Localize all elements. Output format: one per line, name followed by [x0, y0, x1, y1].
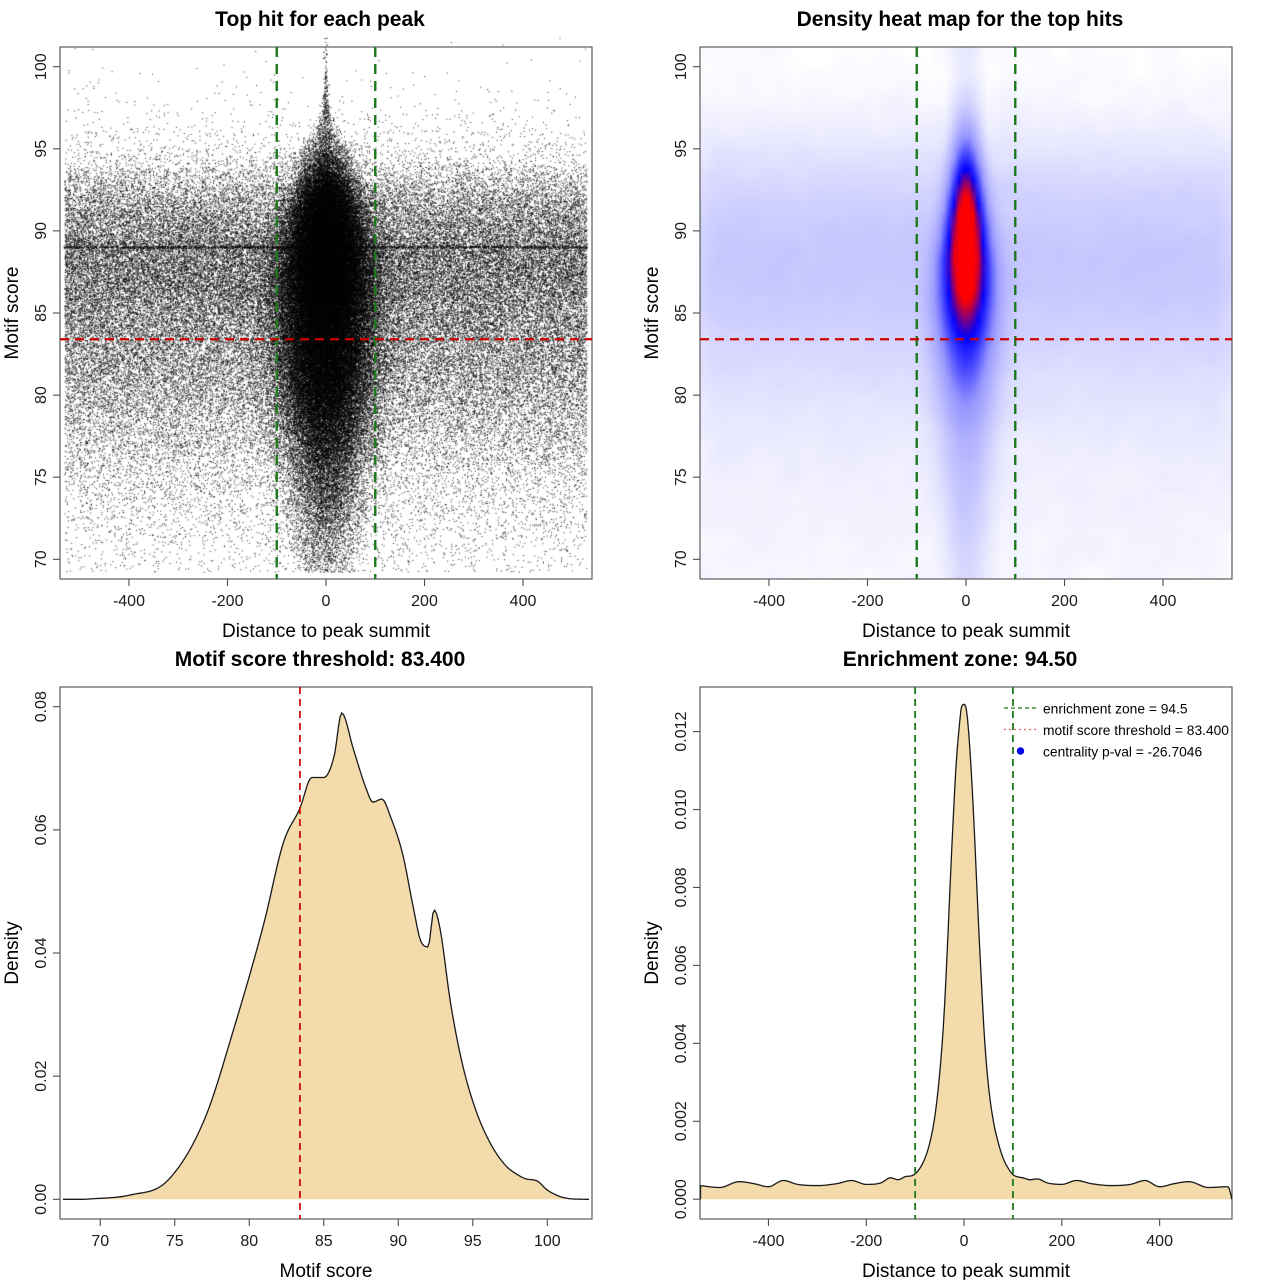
svg-text:Distance to peak summit: Distance to peak summit [862, 621, 1071, 640]
svg-text:80: 80 [240, 1233, 258, 1250]
svg-text:0.000: 0.000 [673, 1179, 690, 1219]
svg-text:enrichment zone = 94.5: enrichment zone = 94.5 [1043, 702, 1188, 717]
svg-text:100: 100 [673, 53, 690, 80]
svg-text:100: 100 [534, 1233, 561, 1250]
svg-text:0: 0 [962, 593, 971, 610]
svg-text:0.008: 0.008 [673, 867, 690, 907]
svg-text:75: 75 [33, 468, 50, 486]
svg-text:-400: -400 [753, 593, 785, 610]
svg-text:100: 100 [33, 53, 50, 80]
svg-text:0.04: 0.04 [33, 937, 50, 968]
svg-text:0.08: 0.08 [33, 691, 50, 722]
svg-text:75: 75 [673, 468, 690, 486]
svg-text:70: 70 [33, 550, 50, 568]
svg-text:0.02: 0.02 [33, 1060, 50, 1091]
svg-text:-200: -200 [850, 1233, 882, 1250]
svg-text:70: 70 [91, 1233, 109, 1250]
svg-text:400: 400 [510, 593, 537, 610]
svg-text:200: 200 [1051, 593, 1078, 610]
svg-text:75: 75 [166, 1233, 184, 1250]
svg-text:0.012: 0.012 [673, 711, 690, 751]
svg-text:85: 85 [673, 304, 690, 322]
svg-text:200: 200 [411, 593, 438, 610]
svg-text:85: 85 [315, 1233, 333, 1250]
svg-text:-200: -200 [211, 593, 243, 610]
svg-text:centrality p-val = -26.7046: centrality p-val = -26.7046 [1043, 745, 1202, 760]
svg-text:80: 80 [33, 386, 50, 404]
svg-text:400: 400 [1150, 593, 1177, 610]
svg-text:Motif score: Motif score [2, 267, 23, 360]
svg-text:85: 85 [33, 304, 50, 322]
svg-text:400: 400 [1146, 1233, 1173, 1250]
svg-text:Motif score: Motif score [642, 267, 663, 360]
svg-text:-400: -400 [113, 593, 145, 610]
svg-text:0: 0 [960, 1233, 969, 1250]
svg-text:0.002: 0.002 [673, 1101, 690, 1141]
svg-text:0.06: 0.06 [33, 814, 50, 845]
svg-text:Density: Density [642, 921, 663, 985]
svg-text:-200: -200 [851, 593, 883, 610]
svg-text:Distance to peak summit: Distance to peak summit [222, 621, 431, 640]
svg-text:-400: -400 [752, 1233, 784, 1250]
svg-text:90: 90 [389, 1233, 407, 1250]
svg-text:80: 80 [673, 386, 690, 404]
svg-text:0.00: 0.00 [33, 1184, 50, 1215]
svg-text:90: 90 [673, 222, 690, 240]
svg-text:95: 95 [673, 140, 690, 158]
svg-text:0: 0 [322, 593, 331, 610]
svg-text:90: 90 [33, 222, 50, 240]
svg-text:70: 70 [673, 550, 690, 568]
svg-text:Density: Density [2, 921, 23, 985]
svg-text:200: 200 [1048, 1233, 1075, 1250]
svg-text:Distance to peak summit: Distance to peak summit [862, 1261, 1071, 1280]
svg-text:0.010: 0.010 [673, 789, 690, 829]
svg-text:95: 95 [33, 140, 50, 158]
svg-text:95: 95 [464, 1233, 482, 1250]
svg-text:motif score threshold = 83.400: motif score threshold = 83.400 [1043, 723, 1229, 738]
svg-text:0.006: 0.006 [673, 945, 690, 985]
svg-text:Motif score: Motif score [280, 1261, 373, 1280]
svg-text:0.004: 0.004 [673, 1023, 690, 1063]
